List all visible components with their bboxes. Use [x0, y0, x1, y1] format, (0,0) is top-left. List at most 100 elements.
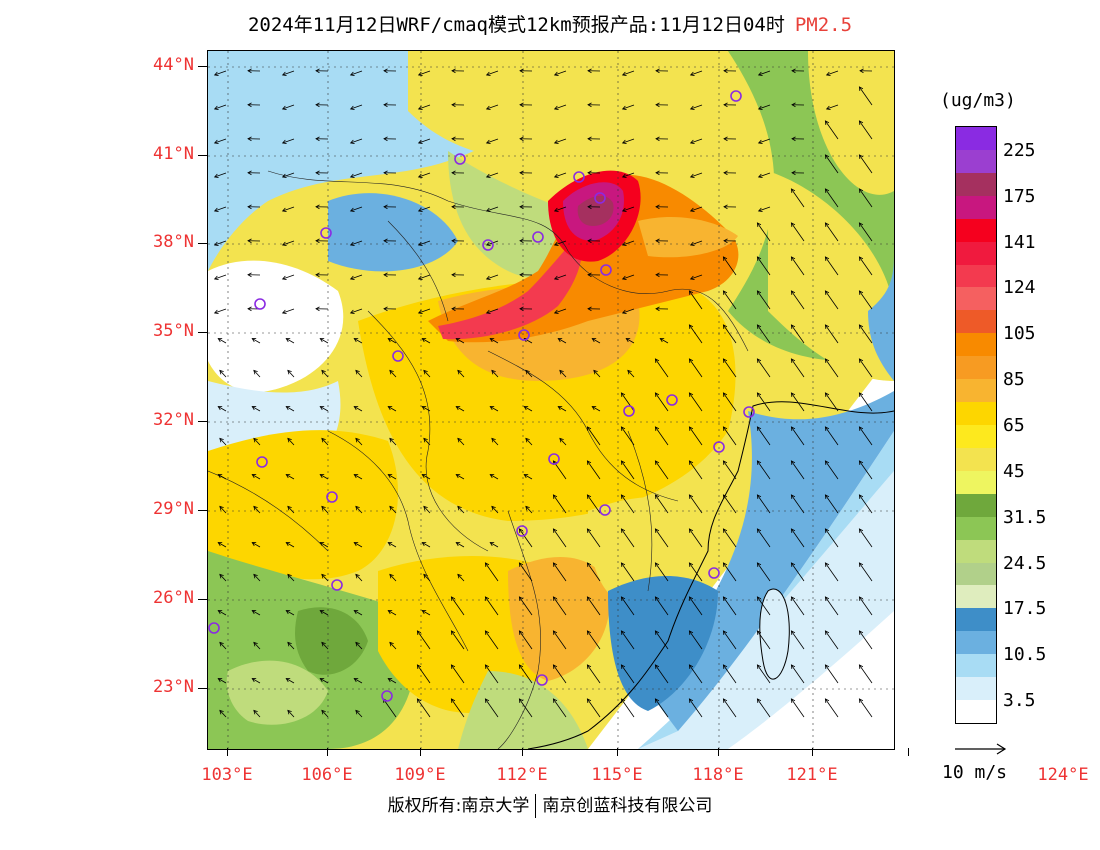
wind-vector: [621, 460, 635, 480]
city-marker: [600, 264, 612, 276]
wind-vector: [859, 290, 873, 310]
wind-vector-head: [824, 562, 830, 567]
wind-vector-head: [688, 630, 694, 635]
wind-vector: [758, 104, 771, 110]
wind-vector-head: [523, 406, 529, 411]
wind-vector: [388, 610, 397, 616]
wind-vector-head: [688, 528, 694, 533]
wind-vector: [287, 642, 295, 650]
wind-vector: [485, 630, 499, 650]
wind-vector-head: [423, 437, 428, 443]
wind-vector-head: [491, 505, 496, 511]
wind-vector: [655, 630, 669, 650]
wind-vector-head: [417, 241, 423, 246]
wind-vector-head: [621, 241, 627, 246]
wind-vector-head: [654, 562, 660, 567]
wind-vector: [456, 406, 465, 412]
wind-vector-head: [489, 406, 495, 411]
wind-vector: [621, 664, 635, 684]
wind-vector: [252, 610, 261, 616]
lon-tick: [812, 748, 813, 756]
lat-label: 32°N: [153, 410, 194, 430]
south-region: [295, 607, 368, 675]
wind-vector-head: [219, 573, 224, 579]
wind-vector: [418, 240, 431, 246]
wind-vector-head: [455, 474, 461, 479]
wind-vector: [655, 698, 669, 718]
colorbar-segment: [956, 127, 996, 150]
wind-vector-head: [451, 272, 456, 278]
wind-vector: [859, 494, 873, 514]
wind-vector-head: [591, 406, 597, 411]
wind-vector: [587, 664, 601, 684]
lon-label: 118°E: [692, 765, 744, 785]
wind-vector: [350, 274, 363, 280]
wind-vector: [354, 338, 363, 344]
wind-vector: [282, 70, 295, 76]
wind-vector: [655, 596, 669, 616]
wind-vector-head: [315, 170, 320, 176]
colorbar-segment: [956, 424, 996, 448]
wind-vector: [825, 426, 839, 446]
wind-vector-head: [485, 241, 491, 246]
wind-vector: [253, 370, 261, 378]
colorbar-segment: [956, 149, 996, 173]
wind-vector: [525, 506, 533, 514]
wind-vector: [422, 610, 431, 616]
wind-vector-head: [355, 437, 360, 443]
wind-vector-head: [824, 188, 830, 193]
wind-vector: [791, 358, 805, 378]
wind-vector: [490, 406, 499, 412]
wind-vector-head: [485, 71, 491, 76]
wind-vector: [690, 240, 703, 246]
wind-vector-head: [485, 309, 491, 314]
city-marker: [536, 674, 548, 686]
wind-vector: [723, 358, 737, 378]
wind-vector: [456, 474, 465, 480]
wind-vector-head: [349, 139, 355, 144]
wind-vector-head: [219, 369, 224, 375]
wind-vector: [757, 392, 771, 412]
wind-vector-head: [654, 528, 660, 533]
wind-vector: [252, 406, 261, 412]
wind-vector: [214, 206, 227, 212]
wind-vector-head: [485, 139, 491, 144]
city-marker: [708, 567, 720, 579]
wind-vector-head: [621, 275, 627, 280]
wind-vector-head: [756, 494, 762, 499]
pollution-hotspot: [577, 195, 614, 226]
wind-vector: [418, 308, 431, 314]
wind-vector-head: [587, 238, 592, 244]
wind-vector-head: [689, 173, 695, 178]
wind-vector-head: [620, 664, 626, 669]
lat-label: 44°N: [153, 55, 194, 75]
wind-vector-head: [722, 426, 728, 431]
province-boundary: [387, 220, 449, 322]
wind-vector-head: [553, 71, 559, 76]
wind-vector-head: [285, 474, 291, 479]
footer-divider: [535, 794, 537, 818]
copyright-footer: 版权所有:南京大学 南京创蓝科技有限公司: [0, 791, 1100, 818]
wind-vector-head: [858, 86, 864, 91]
wind-vector-head: [620, 596, 626, 601]
wind-vector-head: [387, 542, 393, 547]
city-marker: [392, 350, 404, 362]
wind-vector-head: [423, 369, 428, 375]
wind-vector-head: [451, 204, 456, 210]
wind-vector-head: [587, 170, 592, 176]
wind-vector: [253, 438, 261, 446]
southwest-region: [208, 430, 398, 580]
wind-vector-head: [383, 102, 388, 108]
wind-vector: [320, 678, 329, 684]
wind-vector-head: [353, 610, 359, 615]
wind-vector-head: [285, 338, 291, 343]
sea-region: [638, 471, 894, 749]
wind-vector: [219, 642, 227, 650]
wind-vector-head: [285, 678, 291, 683]
wind-vector-head: [213, 275, 219, 280]
wind-vector-head: [587, 68, 592, 74]
wind-vector: [350, 172, 363, 178]
wind-vector-head: [552, 596, 558, 601]
wind-vector: [486, 308, 499, 314]
lat-tick: [198, 688, 207, 689]
